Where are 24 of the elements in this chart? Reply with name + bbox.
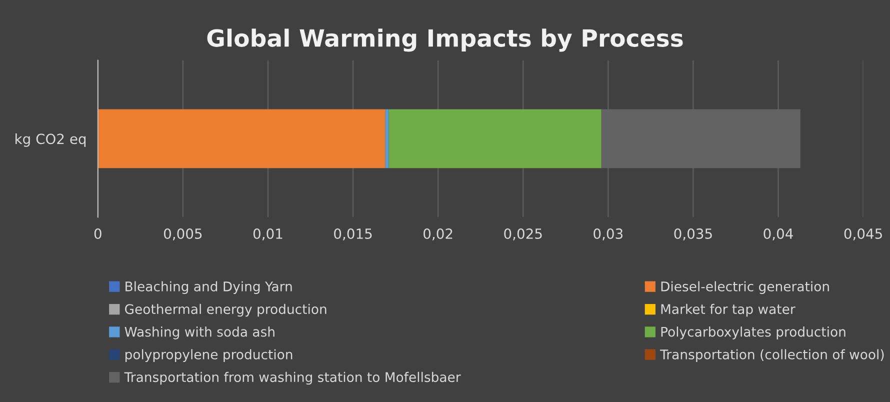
x-tick-label: 0,04	[764, 228, 793, 240]
x-tick-label: 0,01	[253, 228, 282, 240]
legend-label: Washing with soda ash	[124, 326, 274, 340]
x-tick-label: 0,015	[334, 228, 372, 240]
x-tick-label: 0,025	[504, 228, 542, 240]
bar	[98, 109, 386, 168]
x-tick-label: 0,045	[844, 228, 882, 240]
legend-label: Diesel-electric generation	[661, 281, 829, 294]
legend-label: Bleaching and Dying Yarn	[126, 281, 292, 294]
chart-title: Global Warming Impacts by Process	[207, 28, 683, 52]
x-tick-label: 0,03	[594, 228, 623, 240]
legend-label: Transportation (collection of wool)	[660, 349, 884, 362]
bar	[388, 109, 602, 168]
legend-label: Geothermal energy production	[125, 304, 326, 317]
legend-label: polypropylene production	[125, 349, 292, 362]
bar	[385, 109, 389, 168]
legend-label: Market for tap water	[661, 304, 796, 317]
legend-label: Transportation from washing station to Mofellsbaer	[124, 372, 461, 385]
x-tick-label: 0,005	[164, 228, 202, 240]
x-tick-label: 0,035	[674, 228, 712, 240]
x-tick-label: 0,02	[424, 228, 452, 240]
x-tick-label: 0	[94, 228, 102, 239]
legend-label: Polycarboxylates production	[661, 326, 846, 340]
y-tick-label: kg CO2 eq	[16, 133, 86, 147]
